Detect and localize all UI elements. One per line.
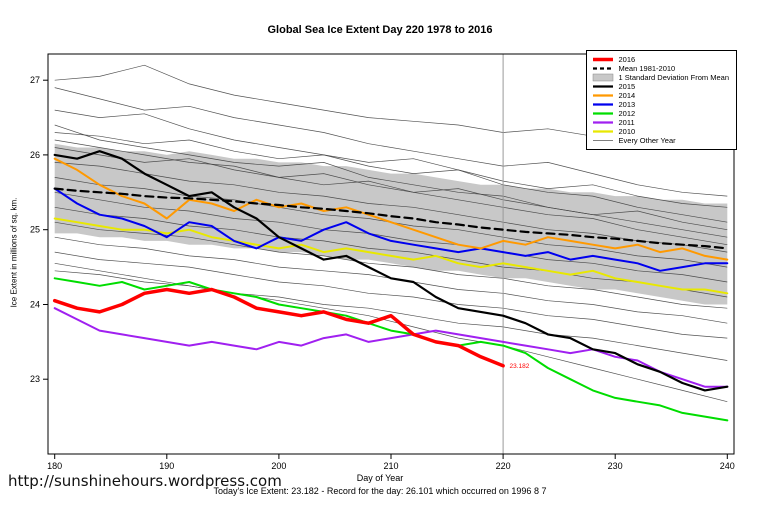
legend-line-swatch [592, 67, 613, 70]
legend-item-label: 1 Standard Deviation From Mean [618, 72, 729, 82]
legend-line-swatch [592, 140, 613, 141]
x-tick-label: 210 [383, 461, 398, 471]
background-year-line [54, 221, 728, 309]
series-mean-1981-2010 [53, 187, 729, 250]
y-tick-label: 23 [30, 374, 40, 384]
y-tick-label: 27 [30, 75, 40, 85]
series-2012 [53, 277, 729, 422]
legend-item: 1 Standard Deviation From Mean [592, 73, 729, 82]
background-year-line [54, 162, 728, 253]
footnote: Today's Ice Extent: 23.182 - Record for … [213, 486, 547, 496]
legend-item-label: 2015 [618, 81, 636, 91]
legend-line-swatch [592, 121, 613, 124]
y-tick-label: 24 [30, 300, 40, 310]
x-axis-label: Day of Year [356, 473, 404, 483]
x-tick-label: 240 [720, 461, 735, 471]
x-tick-label: 180 [47, 461, 62, 471]
legend-item: 2014 [592, 91, 729, 100]
background-year-line [54, 124, 728, 238]
legend-item-label: Every Other Year [618, 135, 676, 145]
legend-item-label: 2011 [618, 117, 635, 127]
background-year-line [54, 251, 728, 339]
legend: 2016 Mean 1981-2010 1 Standard Deviation F… [585, 50, 737, 150]
legend-item: 2016 [592, 55, 729, 64]
series-2014 [53, 157, 729, 261]
legend-line-swatch [592, 103, 613, 106]
background-year-line [54, 132, 728, 208]
y-tick-label: 25 [30, 225, 40, 235]
legend-item: 2013 [592, 100, 729, 109]
series-2016 [52, 287, 505, 368]
background-year-line [54, 147, 728, 231]
series-2013 [53, 187, 729, 272]
legend-item: 2012 [592, 109, 729, 118]
legend-line-swatch [592, 112, 613, 115]
x-tick-label: 230 [608, 461, 623, 471]
background-year-line [54, 262, 728, 403]
todays-value-annotation: 23.182 [510, 363, 530, 370]
background-year-line [54, 109, 728, 223]
chart-title: Global Sea Ice Extent Day 220 1978 to 20… [267, 24, 493, 36]
legend-line-swatch [592, 57, 613, 62]
x-tick-label: 200 [271, 461, 286, 471]
legend-line-swatch [592, 85, 613, 88]
y-axis-label: Ice Extent in millions of sq. km. [9, 197, 19, 308]
series-2015 [53, 150, 729, 392]
legend-item-label: 2014 [618, 90, 636, 100]
legend-item: 2015 [592, 82, 729, 91]
legend-line-swatch [592, 94, 613, 97]
site-url: http://sunshinehours.wordpress.com [8, 472, 282, 490]
legend-item: 2011 [592, 118, 729, 127]
legend-item-label: 2016 [618, 54, 636, 64]
legend-item: Every Other Year [592, 136, 729, 145]
series-2011 [53, 307, 729, 388]
background-year-line [54, 206, 728, 298]
background-year-line [54, 191, 728, 283]
legend-item-label: 2013 [618, 99, 636, 109]
legend-item-label: Mean 1981-2010 [618, 63, 676, 73]
legend-item-label: 2012 [618, 108, 636, 118]
x-tick-label: 190 [159, 461, 174, 471]
legend-line-swatch [592, 130, 613, 133]
legend-band-swatch [592, 73, 613, 82]
y-tick-label: 26 [30, 150, 40, 160]
legend-item-label: 2010 [618, 126, 636, 136]
legend-item: Mean 1981-2010 [592, 64, 729, 73]
background-year-line [54, 87, 728, 197]
x-tick-label: 220 [496, 461, 511, 471]
background-year-line [54, 139, 728, 246]
series-2010 [53, 217, 729, 295]
legend-item: 2010 [592, 127, 729, 136]
background-year-line [54, 270, 728, 361]
